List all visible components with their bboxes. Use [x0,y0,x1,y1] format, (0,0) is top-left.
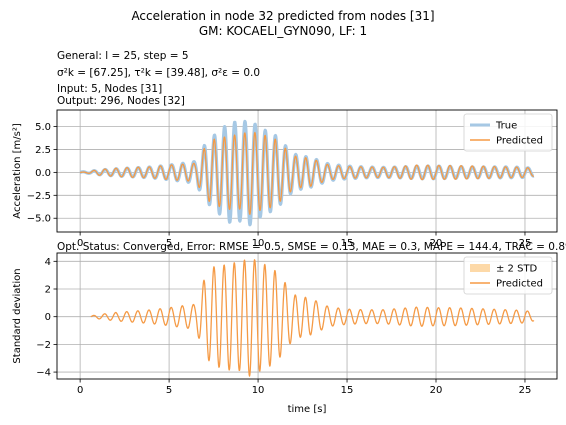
bottom-ytick-label-2: 0 [45,312,51,323]
bottom-axes: 0 5 10 15 20 25 −4 −2 0 2 4 Standard deviation time … [12,252,558,415]
top-frame [56,109,558,233]
bottom-xtick-label-2: 10 [252,385,265,396]
top-ytick-label-3: 2.5 [35,145,51,156]
info-output: Output: 296, Nodes [32] [57,95,185,107]
top-legend-label-0: True [495,121,517,132]
bottom-xtick-label-3: 15 [341,385,354,396]
top-xtick-label-1: 5 [166,238,172,249]
bottom-legend-swatch-0 [470,264,490,272]
figure-title-line-1: Acceleration in node 32 predicted from n… [131,9,435,23]
opt-status: Opt. Status: Converged, Error: RMSE = 0.… [57,241,566,253]
bottom-xtick-label-5: 25 [519,385,532,396]
info-sigmas: σ²k = [67.25], τ²k = [39.48], σ²ε = 0.0 [57,67,261,79]
top-legend-label-1: Predicted [496,136,543,147]
figure-title-line-2: GM: KOCAELI_GYN090, LF: 1 [198,24,368,38]
bottom-xtick-label-1: 5 [166,385,172,396]
top-ylabel: Acceleration [m/s²] [12,123,23,219]
bottom-legend-label-0: ± 2 STD [496,264,538,275]
top-legend-box [463,113,553,152]
bottom-legend-label-1: Predicted [496,279,543,290]
bottom-ytick-label-4: 4 [45,257,51,268]
top-xtick-label-4: 20 [430,238,443,249]
bottom-legend: ± 2 STD Predicted [463,256,553,295]
series-predicted-line [79,131,535,215]
bottom-xtick-label-0: 0 [77,385,83,396]
info-input: Input: 5, Nodes [31] [57,83,163,95]
info-general: General: l = 25, step = 5 [57,50,189,62]
series-std-predicted-line [90,259,535,377]
top-axes: 0 5 10 15 20 25 −5.0 −2.5 0.0 2.5 5.0 Acceleration … [12,109,558,249]
bottom-ytick-label-3: 2 [45,285,51,296]
bottom-ylabel: Standard deviation [12,268,23,363]
top-xtick-label-0: 0 [77,238,83,249]
top-ytick-label-2: 0.0 [35,168,51,179]
bottom-ytick-label-0: −4 [36,368,51,379]
bottom-xtick-label-4: 20 [430,385,443,396]
top-legend: True Predicted [463,113,553,152]
top-ytick-label-4: 5.0 [35,122,51,133]
bottom-frame [56,252,558,380]
top-xtick-label-2: 10 [252,238,265,249]
bottom-ytick-label-1: −2 [36,340,51,351]
top-ytick-label-0: −5.0 [27,214,51,225]
top-xtick-label-5: 25 [519,238,532,249]
bottom-xlabel: time [s] [288,404,327,415]
top-xtick-label-3: 15 [341,238,354,249]
top-ytick-label-1: −2.5 [27,191,51,202]
